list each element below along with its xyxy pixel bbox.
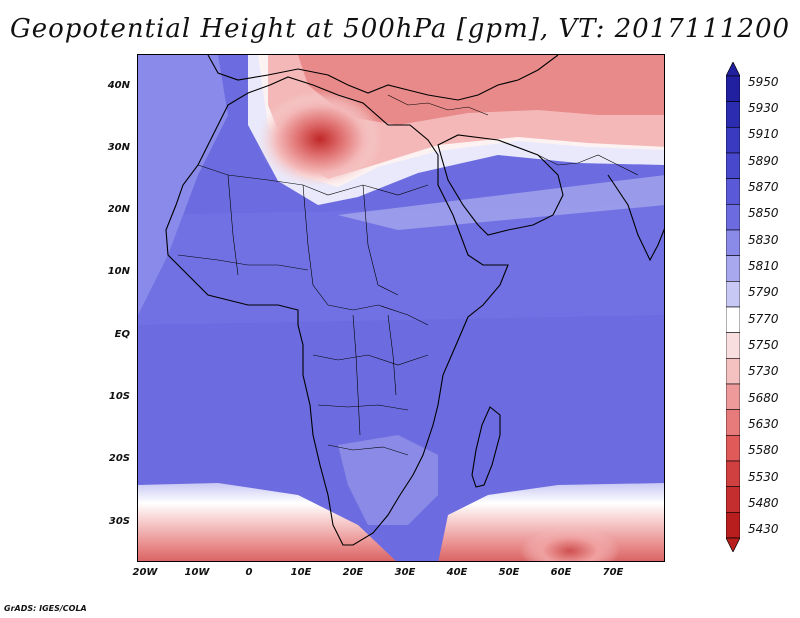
border-13 [387,94,489,116]
grads-credit: GrADS: IGES/COLA [4,604,87,613]
border-6 [327,304,429,326]
legend-label-5730: 5730 [748,364,779,378]
legend-cell-5930 [726,101,740,128]
lon-label-50e: 50E [498,567,520,578]
legend-top-arrow [726,62,740,77]
legend-cell-5830 [726,229,740,256]
coastlines [165,55,664,546]
legend-label-5870: 5870 [748,180,779,194]
lon-label-70e: 70E [602,567,624,578]
legend-cell-5530 [726,460,740,487]
legend-label-5910: 5910 [748,127,779,141]
field-band-tropics [138,205,664,325]
legend-label-5950: 5950 [748,75,779,89]
india-coast [607,174,664,262]
legend-label-5580: 5580 [748,443,779,457]
border-12 [537,154,639,176]
legend-cell-5810 [726,255,740,282]
border-11 [387,314,397,396]
lon-label-40e: 40E [446,567,468,578]
border-2 [227,174,239,276]
lat-label-30n: 30N [107,142,130,153]
legend-cell-5430 [726,512,740,539]
legend-label-5530: 5530 [748,470,779,484]
map-panel [137,54,665,562]
lon-label-20e: 20E [342,567,364,578]
lat-label-20s: 20S [108,453,130,464]
legend-cell-5680 [726,383,740,410]
lon-label-30e: 30E [394,567,416,578]
lon-label-10w: 10W [184,567,210,578]
africa-coast [165,76,509,546]
legend-bar [726,62,740,552]
country-borders [177,94,639,456]
legend-label-5750: 5750 [748,338,779,352]
border-8 [317,404,409,411]
legend-label-5430: 5430 [748,522,779,536]
lat-label-30s: 30S [108,516,130,527]
map-title: Geopotential Height at 500hPa [gpm], VT:… [9,14,791,44]
madagascar-coast [471,406,501,488]
border-10 [352,314,361,436]
legend-label-5850: 5850 [748,206,779,220]
legend-label-5790: 5790 [748,285,779,299]
legend-cell-5850 [726,204,740,231]
legend-cell-5870 [726,178,740,205]
legend-cell-5480 [726,486,740,513]
legend-label-5630: 5630 [748,417,779,431]
lat-label-20n: 20N [107,204,130,215]
lon-label-0: 0 [245,567,253,578]
legend-label-5680: 5680 [748,391,779,405]
lat-label-eq: EQ [114,329,130,340]
legend-cell-5770 [726,306,740,333]
field-south-band [138,483,396,561]
madagascar-low [520,527,620,561]
field-south-lightblue [338,435,438,525]
legend-cell-5630 [726,409,740,436]
height-field [138,55,664,561]
border-7 [312,354,429,366]
lon-label-10e: 10E [290,567,312,578]
legend-label-5890: 5890 [748,154,779,168]
libya-low [258,91,382,187]
legend-label-5770: 5770 [748,312,779,326]
arabia-coast [437,134,564,236]
border-4 [362,184,399,296]
border-3 [302,184,329,306]
legend-cell-5910 [726,127,740,154]
field-north-red2 [298,55,664,125]
legend-cell-5750 [726,332,740,359]
field-north-lightblue [338,175,664,230]
lat-label-10s: 10S [108,391,130,402]
legend-cell-5790 [726,281,740,308]
legend-cell-5730 [726,358,740,385]
legend-label-5930: 5930 [748,101,779,115]
legend-label-5830: 5830 [748,233,779,247]
lon-label-60e: 60E [550,567,572,578]
lon-label-20w: 20W [132,567,158,578]
border-9 [327,444,409,456]
border-1 [197,164,429,196]
lat-label-10n: 10N [107,266,130,277]
legend-cell-5890 [726,152,740,179]
lat-label-40n: 40N [107,80,130,91]
border-5 [177,254,309,271]
legend-bottom-arrow [726,537,740,552]
europe-coast [207,55,559,101]
legend-cell-5580 [726,435,740,462]
color-legend [726,62,740,552]
legend-cell-5950 [726,75,740,102]
legend-label-5810: 5810 [748,259,779,273]
legend-label-5480: 5480 [748,496,779,510]
